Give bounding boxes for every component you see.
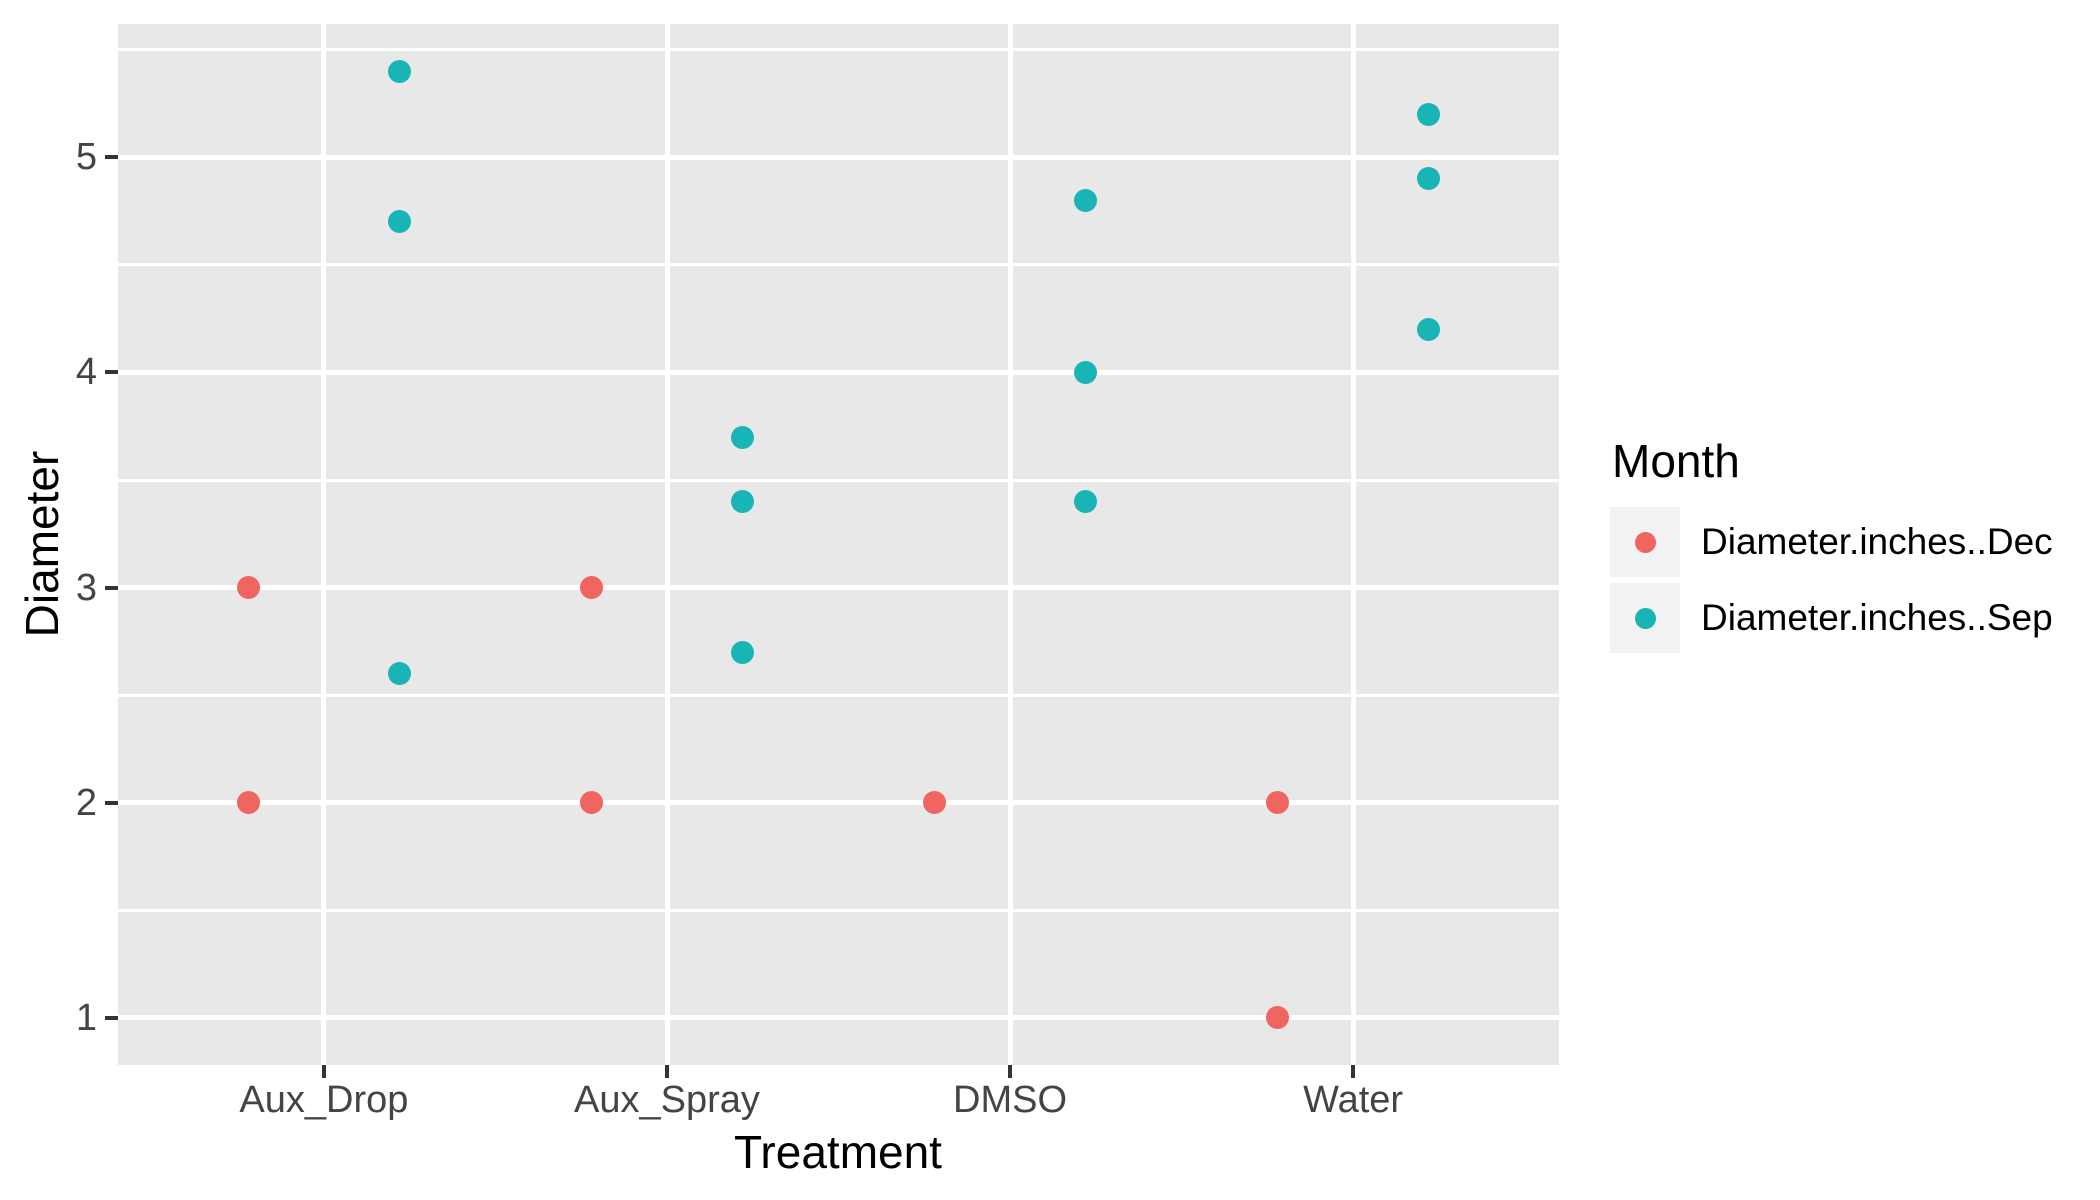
x-tick-label: Aux_Drop [239,1079,409,1121]
x-tick-label: DMSO [953,1079,1067,1121]
x-axis-title: Treatment [734,1126,942,1178]
data-point [1074,360,1097,384]
gridline-major-x [321,24,327,1065]
legend-label: Diameter.inches..Dec [1701,521,2053,562]
legend-swatch [1634,607,1656,629]
legend-swatch [1634,531,1656,553]
data-point [387,210,411,234]
y-tick-label: 5 [75,136,97,179]
gridline-major-x [1350,24,1356,1065]
gridline-major-x [1007,24,1013,1065]
gridline-major-y [118,1015,1559,1021]
y-tick-label: 3 [75,566,97,609]
y-tick-label: 1 [75,996,97,1039]
gridline-minor-y [118,908,1559,912]
y-tick-label: 4 [75,351,97,394]
gridline-minor-y [118,263,1559,267]
legend-label: Diameter.inches..Sep [1701,597,2053,638]
data-point [1266,791,1290,815]
x-tick-mark [1351,1065,1356,1078]
y-tick-mark [105,1015,118,1020]
y-tick-mark [105,370,118,375]
gridline-major-y [118,154,1559,160]
data-point [387,662,411,685]
data-point [1074,490,1097,513]
gridline-major-x [664,24,670,1065]
data-point [580,791,603,815]
data-point [1417,102,1441,126]
gridline-major-y [118,369,1559,375]
data-point [580,576,603,599]
data-point [1074,188,1097,212]
x-tick-label: Aux_Spray [574,1079,760,1121]
y-tick-mark [105,800,118,805]
data-point [387,59,411,83]
gridline-minor-y [118,478,1559,482]
gridline-minor-y [118,693,1559,697]
x-tick-label: Water [1303,1079,1404,1121]
legend-title: Month [1612,435,1740,487]
y-axis-title: Diameter [16,450,68,638]
y-tick-mark [105,155,118,160]
x-tick-mark [1008,1065,1012,1078]
y-tick-mark [105,585,118,590]
plot-panel [118,24,1559,1065]
gridline-major-y [118,800,1559,806]
x-tick-mark [665,1065,669,1078]
gridline-major-y [118,585,1559,590]
data-point [1417,317,1441,341]
data-point [1417,167,1441,191]
data-point [236,576,260,599]
y-tick-label: 2 [75,781,97,824]
data-point [923,791,947,815]
data-point [730,490,754,513]
gridline-minor-y [118,48,1559,52]
data-point [730,640,754,664]
x-tick-mark [321,1065,326,1078]
data-point [1266,1006,1290,1030]
data-point [730,425,754,449]
data-point [236,791,260,815]
